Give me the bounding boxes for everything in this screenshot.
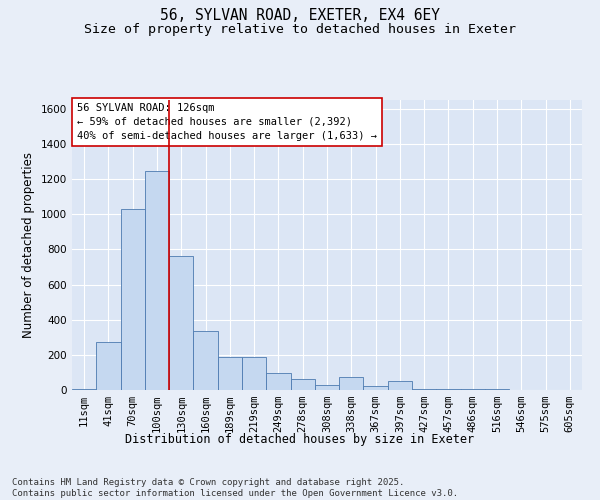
- Bar: [339, 377, 364, 390]
- Bar: [436, 389, 461, 390]
- Y-axis label: Number of detached properties: Number of detached properties: [22, 152, 35, 338]
- Bar: [266, 374, 290, 390]
- Bar: [193, 331, 218, 390]
- Bar: [96, 342, 121, 390]
- Bar: [290, 380, 315, 390]
- Bar: [218, 356, 242, 390]
- Text: Contains HM Land Registry data © Crown copyright and database right 2025.
Contai: Contains HM Land Registry data © Crown c…: [12, 478, 458, 498]
- Text: Size of property relative to detached houses in Exeter: Size of property relative to detached ho…: [84, 22, 516, 36]
- Bar: [461, 389, 485, 390]
- Bar: [412, 389, 436, 390]
- Bar: [242, 356, 266, 390]
- Text: Distribution of detached houses by size in Exeter: Distribution of detached houses by size …: [125, 432, 475, 446]
- Bar: [72, 389, 96, 390]
- Text: 56, SYLVAN ROAD, EXETER, EX4 6EY: 56, SYLVAN ROAD, EXETER, EX4 6EY: [160, 8, 440, 22]
- Bar: [364, 386, 388, 390]
- Bar: [315, 384, 339, 390]
- Bar: [169, 256, 193, 390]
- Bar: [145, 171, 169, 390]
- Text: 56 SYLVAN ROAD: 126sqm
← 59% of detached houses are smaller (2,392)
40% of semi-: 56 SYLVAN ROAD: 126sqm ← 59% of detached…: [77, 103, 377, 141]
- Bar: [121, 209, 145, 390]
- Bar: [388, 381, 412, 390]
- Bar: [485, 389, 509, 390]
